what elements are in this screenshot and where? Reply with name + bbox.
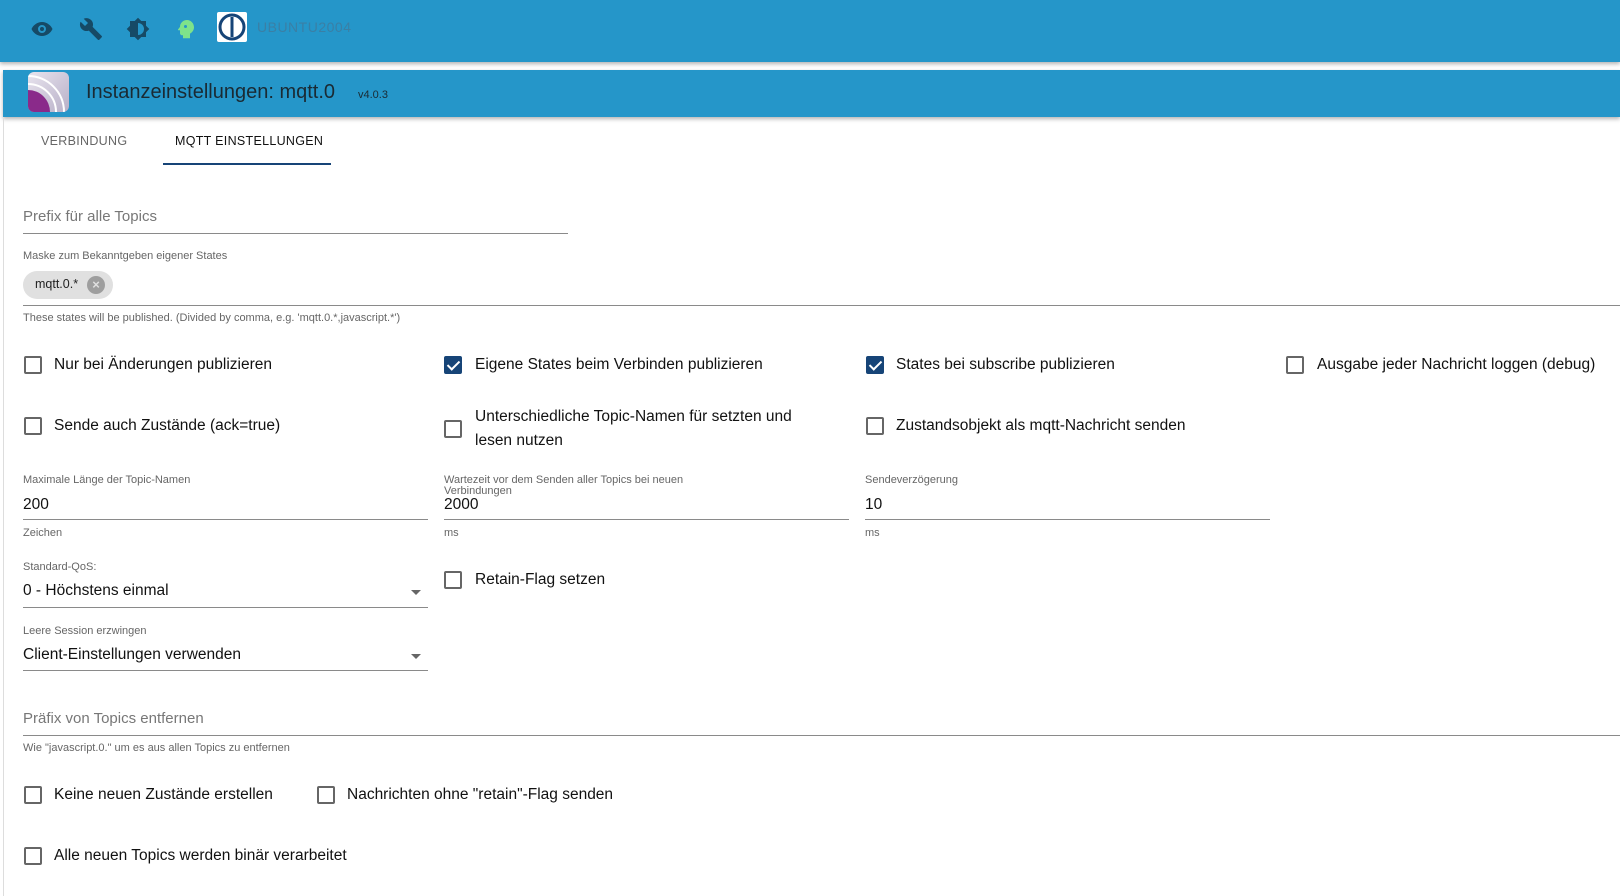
page-title: Instanzeinstellungen: mqtt.0: [86, 81, 336, 103]
active-tab-indicator: [163, 163, 331, 165]
chip-remove-icon[interactable]: ×: [87, 276, 105, 294]
qos-label: Standard-QoS:: [23, 561, 97, 573]
checkbox-publish-on-connect[interactable]: [444, 356, 462, 374]
checkbox-label: Nur bei Änderungen publizieren: [54, 356, 273, 373]
checkbox-only-changes[interactable]: [24, 356, 42, 374]
checkbox-state-object[interactable]: [866, 417, 884, 435]
checkbox-no-retain[interactable]: [317, 786, 335, 804]
prefix-input[interactable]: Prefix für alle Topics: [23, 208, 157, 225]
checkbox-no-new-states[interactable]: [24, 786, 42, 804]
qos-select[interactable]: 0 - Höchstens einmal: [23, 582, 169, 599]
underline: [23, 519, 428, 520]
send-delay-helper: ms: [865, 527, 880, 539]
underline: [23, 735, 1620, 736]
top-toolbar: UBUNTU2004: [0, 0, 1620, 62]
checkbox-label: Sende auch Zustände (ack=true): [54, 417, 281, 434]
checkbox-debug-log[interactable]: [1286, 356, 1304, 374]
wait-time-label-line2: Verbindungen: [444, 485, 512, 497]
checkbox-label: Keine neuen Zustände erstellen: [54, 786, 273, 803]
hostname: UBUNTU2004: [257, 19, 352, 35]
checkbox-label: Nachrichten ohne "retain"-Flag senden: [347, 786, 614, 803]
underline: [23, 670, 428, 671]
underline: [865, 519, 1270, 520]
checkbox-label: Retain-Flag setzen: [475, 571, 606, 588]
mask-label: Maske zum Bekanntgeben eigener States: [23, 250, 228, 262]
wait-time-helper: ms: [444, 527, 459, 539]
mask-helper: These states will be published. (Divided…: [23, 312, 401, 324]
checkbox-label: States bei subscribe publizieren: [896, 356, 1115, 373]
session-select[interactable]: Client-Einstellungen verwenden: [23, 646, 241, 663]
remove-prefix-input[interactable]: Präfix von Topics entfernen: [23, 710, 204, 727]
mqtt-adapter-logo: [28, 72, 69, 112]
tab-verbindung[interactable]: VERBINDUNG: [41, 134, 128, 148]
remove-prefix-helper: Wie "javascript.0." um es aus allen Topi…: [23, 742, 290, 754]
tab-mqtt-einstellungen[interactable]: MQTT EINSTELLUNGEN: [175, 134, 324, 148]
prefix-underline: [23, 233, 568, 234]
eye-icon[interactable]: [30, 17, 54, 41]
underline: [23, 607, 428, 608]
divider: [3, 117, 4, 896]
instance-header: [3, 70, 1620, 117]
send-delay-input[interactable]: 10: [865, 496, 883, 513]
session-label: Leere Session erzwingen: [23, 625, 147, 637]
max-topic-length-label: Maximale Länge der Topic-Namen: [23, 474, 191, 486]
iobroker-logo[interactable]: [217, 12, 247, 42]
chip-label: mqtt.0.*: [35, 277, 79, 291]
head-expert-icon[interactable]: [174, 17, 198, 41]
checkbox-different-topic-names[interactable]: [444, 420, 462, 438]
max-topic-length-helper: Zeichen: [23, 527, 63, 539]
wait-time-label: Wartezeit vor dem Senden aller Topics be…: [444, 474, 684, 486]
underline: [444, 519, 849, 520]
checkbox-label-line2: lesen nutzen: [475, 432, 563, 449]
checkbox-retain-flag[interactable]: [444, 571, 462, 589]
brightness-icon[interactable]: [126, 17, 150, 41]
wrench-icon[interactable]: [79, 17, 103, 41]
mask-input[interactable]: [23, 305, 1620, 306]
checkbox-label: Eigene States beim Verbinden publizieren: [475, 356, 763, 373]
checkbox-label: Unterschiedliche Topic-Namen für setzten…: [475, 408, 792, 425]
version-label: v4.0.3: [358, 89, 388, 101]
mask-chip: mqtt.0.* ×: [23, 271, 113, 299]
send-delay-label: Sendeverzögerung: [865, 474, 958, 486]
checkbox-label: Zustandsobjekt als mqtt-Nachricht senden: [896, 417, 1186, 434]
checkbox-label: Alle neuen Topics werden binär verarbeit…: [54, 847, 347, 864]
checkbox-label: Ausgabe jeder Nachricht loggen (debug): [1317, 356, 1596, 373]
checkbox-publish-on-subscribe[interactable]: [866, 356, 884, 374]
checkbox-binary-topics[interactable]: [24, 847, 42, 865]
chevron-down-icon[interactable]: [411, 654, 421, 659]
chevron-down-icon[interactable]: [411, 590, 421, 595]
checkbox-send-ack[interactable]: [24, 417, 42, 435]
wait-time-input[interactable]: 2000: [444, 496, 479, 513]
max-topic-length-input[interactable]: 200: [23, 496, 49, 513]
